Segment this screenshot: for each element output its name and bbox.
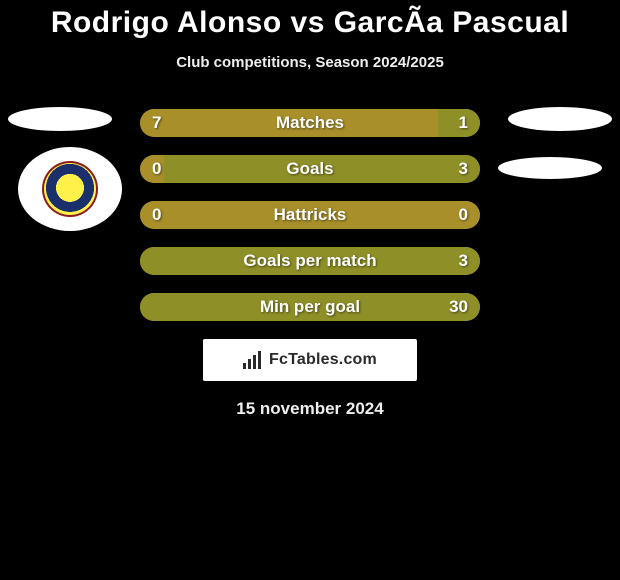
page-title: Rodrigo Alonso vs GarcÃa Pascual: [0, 0, 620, 40]
left-team-crest: [18, 147, 122, 231]
stat-row: 00Hattricks: [140, 201, 480, 229]
stat-label: Hattricks: [140, 205, 480, 225]
bar-chart-icon: [243, 351, 263, 369]
stat-label: Goals: [140, 159, 480, 179]
stat-row: 3Goals per match: [140, 247, 480, 275]
stat-row: 71Matches: [140, 109, 480, 137]
right-team-ellipse-top: [508, 107, 612, 131]
stat-bars: 71Matches 03Goals 00Hattricks 3Goals per ma…: [140, 109, 480, 321]
stat-row: 30Min per goal: [140, 293, 480, 321]
left-team-ellipse-top: [8, 107, 112, 131]
comparison-panel: 71Matches 03Goals 00Hattricks 3Goals per ma…: [0, 109, 620, 419]
stat-label: Min per goal: [140, 297, 480, 317]
stat-label: Matches: [140, 113, 480, 133]
footer-brand-text: FcTables.com: [269, 351, 377, 369]
crest-icon: [42, 161, 98, 217]
footer-brand-badge: FcTables.com: [203, 339, 417, 381]
date-text: 15 november 2024: [0, 399, 620, 419]
stat-label: Goals per match: [140, 251, 480, 271]
page-subtitle: Club competitions, Season 2024/2025: [0, 54, 620, 71]
right-team-ellipse-mid: [498, 157, 602, 179]
stat-row: 03Goals: [140, 155, 480, 183]
